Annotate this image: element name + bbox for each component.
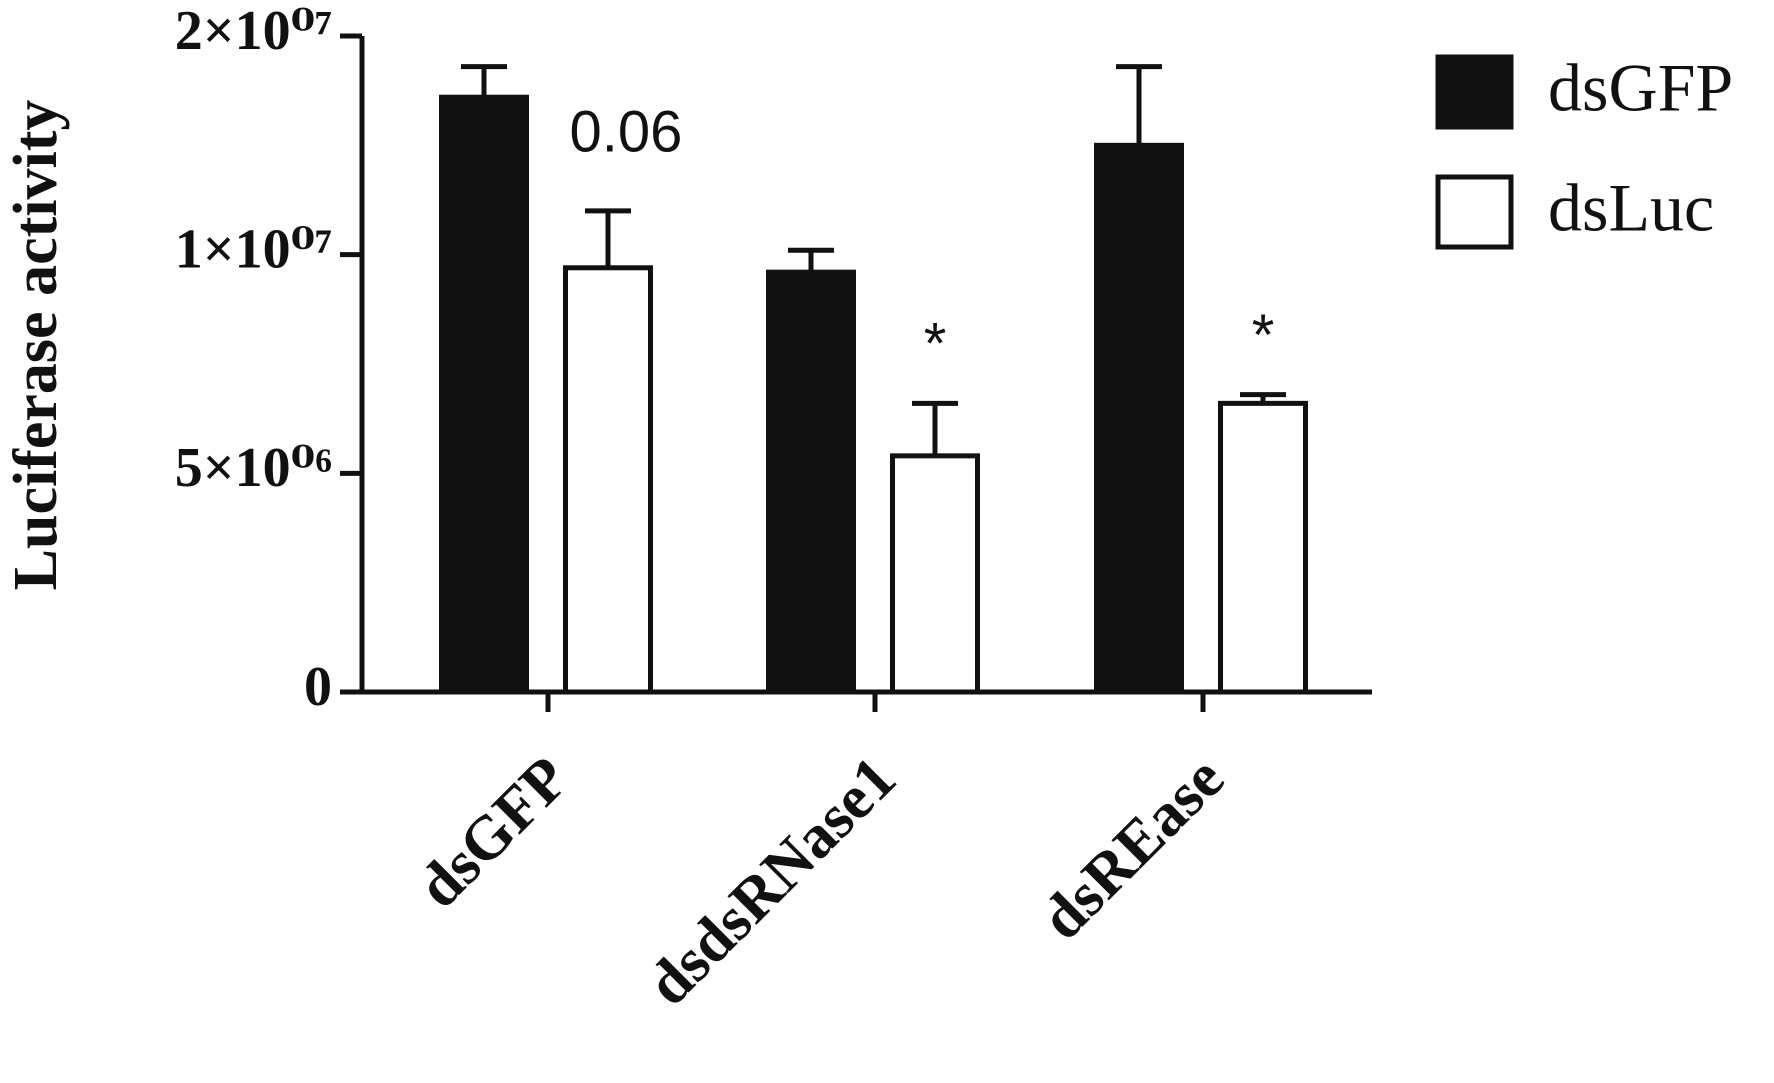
- x-tick-label: dsGFP: [405, 744, 582, 921]
- legend-label: dsGFP: [1548, 50, 1733, 126]
- x-tick-label: dsdsRNase1: [634, 744, 909, 1019]
- y-axis-label: Luciferase activity: [2, 100, 70, 591]
- bar: [890, 453, 980, 695]
- bar: [563, 265, 653, 695]
- bar: [439, 94, 529, 695]
- y-tick-label: 2×10⁰⁷: [175, 0, 332, 62]
- annotation: *: [1252, 303, 1275, 368]
- y-tick-label: 5×10⁰⁶: [175, 437, 332, 499]
- bar: [1094, 142, 1184, 695]
- x-tick-label: dsREase: [1028, 744, 1237, 953]
- legend-label: dsLuc: [1548, 170, 1714, 246]
- legend-swatch: [1435, 54, 1514, 130]
- legend-swatch: [1435, 174, 1514, 250]
- bar: [766, 269, 856, 695]
- y-tick-label: 1×10⁰⁷: [175, 219, 332, 281]
- y-tick-label: 0: [304, 656, 332, 718]
- annotation: *: [924, 312, 947, 377]
- bar: [1218, 400, 1308, 695]
- annotation: 0.06: [570, 99, 683, 164]
